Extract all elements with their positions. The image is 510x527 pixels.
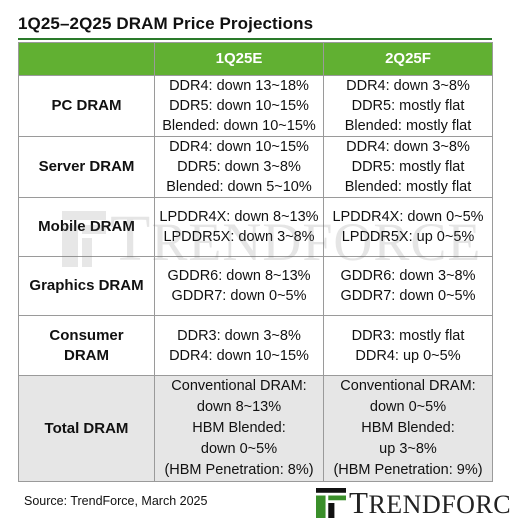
cell-line: down 0~5%: [369, 399, 447, 415]
cell-line: HBM Blended:: [192, 420, 286, 436]
row-label: Graphics DRAM: [18, 256, 155, 316]
table-row: Graphics DRAM GDDR6: down 8~13% GDDR7: dow…: [18, 256, 493, 316]
logo-text: TRENDFORCE: [349, 485, 510, 520]
trendforce-logo-icon: [316, 488, 346, 518]
header-2q25f: 2Q25F: [323, 42, 493, 76]
cell-2q25f: LPDDR4X: down 0~5% LPDDR5X: up 0~5%: [323, 197, 493, 257]
cell-1q25e: GDDR6: down 8~13% GDDR7: down 0~5%: [154, 256, 324, 316]
cell-line: DDR5: mostly flat: [351, 98, 465, 114]
row-label-line: Total DRAM: [44, 419, 129, 437]
cell-line: (HBM Penetration: 8%): [164, 462, 314, 478]
cell-line: HBM Blended:: [361, 420, 455, 436]
cell-line: up 3~8%: [379, 441, 437, 457]
price-projection-table: 1Q25E 2Q25F PC DRAM DDR4: down 13~18% DDR5…: [18, 42, 493, 482]
row-label-line: DRAM: [64, 346, 109, 364]
cell-2q25f: Conventional DRAM: down 0~5% HBM Blended: u…: [323, 375, 493, 482]
cell-2q25f: DDR3: mostly flat DDR4: up 0~5%: [323, 315, 493, 376]
table-row: Total DRAM Conventional DRAM: down 8~13% HB…: [18, 375, 493, 482]
cell-line: DDR3: down 3~8%: [177, 327, 301, 344]
row-label-line: Graphics DRAM: [29, 277, 144, 294]
cell-line: Blended: mostly flat: [344, 179, 472, 195]
cell-line: Conventional DRAM:: [340, 378, 476, 394]
row-label: Total DRAM: [18, 375, 155, 482]
cell-line: GDDR6: down 8~13%: [167, 268, 311, 284]
cell-line: Blended: mostly flat: [344, 118, 472, 134]
cell-line: GDDR7: down 0~5%: [171, 288, 307, 304]
row-label-line: Server DRAM: [38, 158, 135, 175]
cell-line: DDR3: mostly flat: [351, 327, 465, 344]
cell-line: DDR4: up 0~5%: [355, 347, 461, 364]
cell-line: LPDDR5X: up 0~5%: [341, 229, 475, 245]
cell-1q25e: DDR4: down 10~15% DDR5: down 3~8% Blended:…: [154, 136, 324, 198]
header-row: 1Q25E 2Q25F: [18, 42, 493, 76]
header-1q25e: 1Q25E: [154, 42, 324, 76]
trendforce-logo: TRENDFORCE: [316, 485, 510, 521]
row-label: Server DRAM: [18, 136, 155, 198]
cell-line: DDR5: down 3~8%: [177, 159, 301, 175]
table-row: PC DRAM DDR4: down 13~18% DDR5: down 10~15…: [18, 75, 493, 137]
header-corner-cell: [18, 42, 155, 76]
cell-line: GDDR6: down 3~8%: [340, 268, 476, 284]
cell-line: DDR4: down 3~8%: [346, 139, 470, 155]
table-row: Mobile DRAM LPDDR4X: down 8~13% LPDDR5X: d…: [18, 197, 493, 257]
row-label-line: PC DRAM: [51, 97, 122, 114]
title-divider: [18, 38, 492, 40]
row-label: Mobile DRAM: [18, 197, 155, 257]
cell-line: DDR4: down 10~15%: [169, 139, 309, 155]
cell-line: LPDDR5X: down 3~8%: [163, 229, 315, 245]
table-row: Consumer DRAM DDR3: down 3~8% DDR4: down 10…: [18, 315, 493, 376]
cell-line: DDR4: down 3~8%: [346, 78, 470, 94]
cell-line: down 0~5%: [200, 441, 278, 457]
row-label-line: Consumer: [49, 326, 124, 344]
row-label: Consumer DRAM: [18, 315, 155, 376]
row-label: PC DRAM: [18, 75, 155, 137]
cell-line: DDR5: down 10~15%: [169, 98, 309, 114]
cell-line: Conventional DRAM:: [171, 378, 307, 394]
cell-line: DDR4: down 13~18%: [169, 78, 309, 94]
cell-line: GDDR7: down 0~5%: [340, 288, 476, 304]
cell-line: DDR4: down 10~15%: [169, 347, 309, 364]
cell-2q25f: GDDR6: down 3~8% GDDR7: down 0~5%: [323, 256, 493, 316]
cell-line: DDR5: mostly flat: [351, 159, 465, 175]
cell-2q25f: DDR4: down 3~8% DDR5: mostly flat Blended:…: [323, 136, 493, 198]
cell-1q25e: DDR3: down 3~8% DDR4: down 10~15%: [154, 315, 324, 376]
cell-line: Blended: down 10~15%: [162, 118, 316, 134]
source-note: Source: TrendForce, March 2025: [24, 494, 208, 508]
cell-line: Blended: down 5~10%: [166, 179, 312, 195]
cell-1q25e: LPDDR4X: down 8~13% LPDDR5X: down 3~8%: [154, 197, 324, 257]
row-label-line: Mobile DRAM: [38, 218, 135, 235]
cell-1q25e: Conventional DRAM: down 8~13% HBM Blended:…: [154, 375, 324, 482]
page-title: 1Q25–2Q25 DRAM Price Projections: [18, 14, 314, 33]
cell-line: LPDDR4X: down 0~5%: [332, 209, 484, 225]
cell-line: LPDDR4X: down 8~13%: [159, 209, 319, 225]
cell-line: down 8~13%: [196, 399, 282, 415]
cell-1q25e: DDR4: down 13~18% DDR5: down 10~15% Blende…: [154, 75, 324, 137]
cell-2q25f: DDR4: down 3~8% DDR5: mostly flat Blended:…: [323, 75, 493, 137]
cell-line: (HBM Penetration: 9%): [333, 462, 483, 478]
table-row: Server DRAM DDR4: down 10~15% DDR5: down 3…: [18, 136, 493, 198]
